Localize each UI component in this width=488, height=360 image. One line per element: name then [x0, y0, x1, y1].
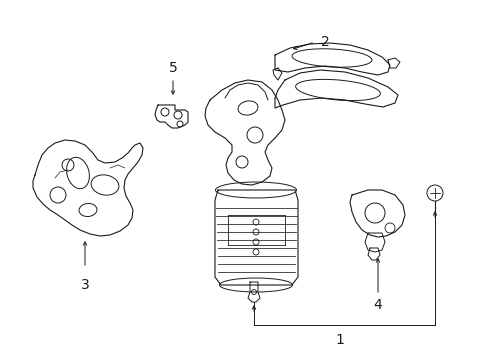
Text: 1: 1 — [335, 333, 344, 347]
Text: 4: 4 — [373, 298, 382, 312]
Text: 3: 3 — [81, 278, 89, 292]
Text: 2: 2 — [320, 35, 329, 49]
Text: 5: 5 — [168, 61, 177, 75]
